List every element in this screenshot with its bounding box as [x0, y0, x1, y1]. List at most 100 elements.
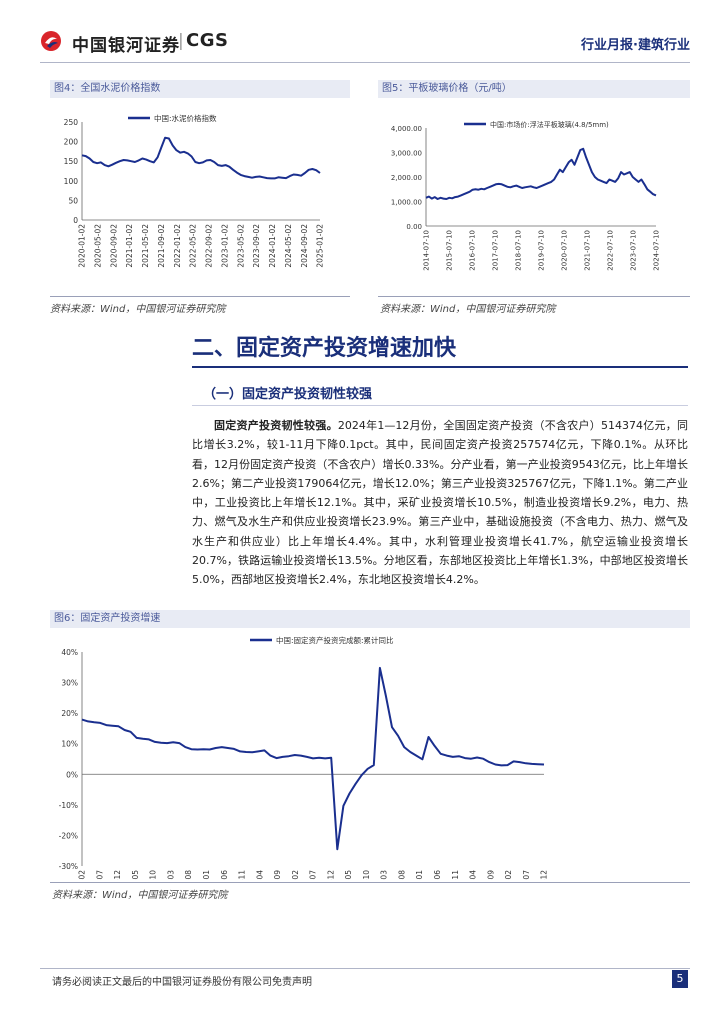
paragraph-body: 2024年1—12月份，全国固定资产投资（不含农户）514374亿元，同比增长3… — [192, 419, 689, 587]
x-tick-label: 2019-07-10 — [537, 230, 545, 271]
x-tick-label: 2021-03 — [380, 870, 389, 880]
x-tick-label: 2024-02 — [504, 870, 513, 880]
x-tick-label: 2023-09-02 — [252, 224, 261, 268]
x-tick-label: 2023-01-02 — [220, 224, 229, 268]
series-line — [425, 147, 657, 200]
fig4-caption: 图4：全国水泥价格指数 — [50, 80, 350, 98]
x-tick-label: 2021-07-10 — [583, 230, 591, 271]
x-tick-label: 2018-09 — [273, 870, 282, 880]
x-tick-label: 2020-05-02 — [93, 224, 102, 268]
y-tick-label: 150 — [64, 157, 79, 166]
subsection-divider — [192, 405, 688, 406]
section-title-underline — [192, 366, 688, 368]
x-tick-label: 2018-07-10 — [514, 230, 522, 271]
x-tick-label: 2024-01-02 — [268, 224, 277, 268]
x-tick-label: 2023-04 — [469, 870, 478, 880]
fig4-chart: 0 50 100 150 200 250 2020-01-02 2020-05-02 2020-… — [64, 113, 325, 268]
logo-english-name: CGS — [186, 30, 229, 51]
y-tick-label: 100 — [64, 177, 79, 186]
x-tick-label: 2022-01-02 — [173, 224, 182, 268]
fig5-caption: 图5：平板玻璃价格（元/吨） — [378, 80, 690, 98]
x-tick-label: 2015-05 — [131, 870, 140, 880]
x-tick-label: 2017-07-10 — [491, 230, 499, 271]
x-tick-label: 2014-02 — [78, 870, 87, 880]
x-tick-label: 2020-10 — [362, 870, 371, 880]
page-number: 5 — [672, 970, 688, 988]
y-tick-label: 4,000.00 — [391, 125, 422, 133]
fig5-source-divider — [378, 296, 690, 297]
fig5-source: 资料来源：Wind，中国银河证券研究院 — [380, 304, 556, 315]
y-tick-label: 40% — [61, 648, 78, 657]
x-tick-label: 2021-08 — [397, 870, 406, 880]
y-tick-label: 0% — [66, 770, 78, 779]
x-tick-label: 2016-03 — [166, 870, 175, 880]
y-tick-label: 2,000.00 — [391, 174, 422, 182]
paragraph-lead: 固定资产投资韧性较强。 — [214, 419, 338, 432]
x-tick-label: 2024-07-10 — [652, 230, 660, 271]
fig6-chart: -30% -20% -10% 0% 10% 20% 30% 40% 2014-02 2014-07… — [59, 635, 549, 880]
x-tick-label: 2020-07-10 — [560, 230, 568, 271]
x-tick-label: 2023-05-02 — [236, 224, 245, 268]
x-tick-label: 2014-07 — [95, 870, 104, 880]
y-tick-label: 30% — [61, 679, 78, 688]
y-tick-label: 0 — [73, 216, 78, 225]
x-tick-label: 2014-07-10 — [422, 230, 430, 271]
series-line — [81, 136, 321, 180]
y-tick-label: 50 — [68, 196, 78, 205]
header-divider — [40, 62, 690, 63]
x-tick-label: 2022-01 — [415, 870, 424, 880]
cgs-logo-icon — [41, 31, 61, 51]
x-tick-label: 2017-01 — [202, 870, 211, 880]
x-tick-label: 2021-05-02 — [141, 224, 150, 268]
x-tick-label: 2024-12 — [540, 870, 549, 880]
x-tick-label: 2017-11 — [238, 870, 247, 880]
x-tick-label: 2019-07 — [309, 870, 318, 880]
x-tick-label: 2015-07-10 — [445, 230, 453, 271]
fig6-source: 资料来源：Wind，中国银河证券研究院 — [52, 890, 228, 901]
logo-separator: | — [178, 31, 184, 51]
x-tick-label: 2022-05-02 — [189, 224, 198, 268]
legend-label: 中国:市场价:浮法平板玻璃(4.8/5mm) — [490, 120, 609, 129]
x-tick-label: 2015-10 — [149, 870, 158, 880]
y-tick-label: -30% — [59, 862, 78, 871]
footer-divider — [40, 968, 690, 969]
x-tick-label: 2017-06 — [220, 870, 229, 880]
x-tick-label: 2022-11 — [451, 870, 460, 880]
section-title: 二、固定资产投资增速加快 — [192, 335, 457, 361]
x-tick-label: 2019-02 — [291, 870, 300, 880]
report-type: 行业月报·建筑行业 — [581, 38, 690, 53]
y-tick-label: 250 — [64, 118, 79, 127]
x-tick-label: 2020-09-02 — [109, 224, 118, 268]
x-tick-label: 2023-07-10 — [629, 230, 637, 271]
x-tick-label: 2022-06 — [433, 870, 442, 880]
x-tick-label: 2022-07-10 — [606, 230, 614, 271]
series-line — [81, 666, 545, 851]
fig5-chart: 0.00 1,000.00 2,000.00 3,000.00 4,000.00 2014… — [391, 120, 661, 271]
y-tick-label: 10% — [61, 740, 78, 749]
fig4-source: 资料来源：Wind，中国银河证券研究院 — [50, 304, 226, 315]
y-tick-label: -10% — [59, 801, 78, 810]
legend-label: 中国:固定资产投资完成额:累计同比 — [276, 635, 394, 645]
x-tick-label: 2019-12 — [326, 870, 335, 880]
x-tick-label: 2014-12 — [113, 870, 122, 880]
logo-chinese-name: 中国银河证券 — [72, 36, 180, 56]
y-tick-label: 3,000.00 — [391, 150, 422, 158]
x-tick-label: 2016-08 — [184, 870, 193, 880]
x-tick-label: 2018-04 — [255, 870, 264, 880]
y-tick-label: 1,000.00 — [391, 199, 422, 207]
x-tick-label: 2023-09 — [486, 870, 495, 880]
x-tick-label: 2025-01-02 — [316, 224, 325, 268]
body-paragraph: 固定资产投资韧性较强。2024年1—12月份，全国固定资产投资（不含农户）514… — [192, 416, 688, 590]
x-tick-label: 2020-05 — [344, 870, 353, 880]
fig6-caption: 图6：固定资产投资增速 — [50, 610, 690, 628]
subsection-title: （一）固定资产投资韧性较强 — [203, 387, 373, 402]
x-tick-label: 2021-01-02 — [125, 224, 134, 268]
x-tick-label: 2021-09-02 — [157, 224, 166, 268]
fig4-source-divider — [50, 296, 350, 297]
y-tick-label: 0.00 — [406, 223, 422, 231]
x-tick-label: 2024-05-02 — [284, 224, 293, 268]
y-tick-label: 20% — [61, 709, 78, 718]
fig6-source-divider — [50, 882, 690, 883]
x-tick-label: 2022-09-02 — [205, 224, 214, 268]
x-tick-label: 2024-07 — [522, 870, 531, 880]
